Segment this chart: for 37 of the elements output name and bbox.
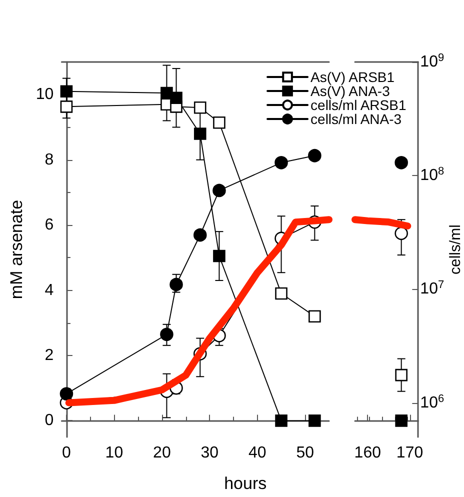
point bbox=[170, 278, 183, 292]
point bbox=[213, 250, 226, 262]
x-tick-label: 20 bbox=[153, 444, 171, 462]
point bbox=[60, 100, 73, 113]
x-tick-label: 10 bbox=[105, 444, 124, 462]
legend-label: As(V) ARSB1 bbox=[310, 69, 395, 85]
point bbox=[213, 116, 226, 129]
legend-label: cells/ml ANA-3 bbox=[310, 111, 402, 127]
x-tick-label: 160 bbox=[354, 444, 382, 462]
point bbox=[308, 148, 322, 162]
point bbox=[170, 92, 182, 104]
y-tick-label: 10 bbox=[36, 86, 54, 104]
y-tick-label: 8 bbox=[44, 151, 54, 168]
point bbox=[160, 328, 174, 342]
point bbox=[193, 228, 207, 242]
point bbox=[60, 387, 74, 400]
y-tick-label: 4 bbox=[44, 282, 54, 299]
point bbox=[194, 128, 206, 140]
point bbox=[212, 184, 226, 198]
point bbox=[275, 287, 288, 300]
point bbox=[274, 156, 288, 170]
y-axis-title: mM arsenate bbox=[7, 200, 26, 300]
x-tick-label: 30 bbox=[200, 444, 219, 462]
point bbox=[60, 85, 73, 98]
y-tick-label: 0 bbox=[44, 412, 54, 430]
x-tick-label: 170 bbox=[396, 444, 424, 462]
x-tick-label: 40 bbox=[248, 444, 266, 462]
y2-axis-title: cells/ml bbox=[447, 224, 464, 275]
x-tick-label: 0 bbox=[62, 444, 72, 462]
x-tick-label: 50 bbox=[296, 444, 314, 462]
y-tick-label: 6 bbox=[44, 216, 54, 234]
point bbox=[308, 310, 321, 322]
x-axis-title: hours bbox=[224, 474, 267, 493]
point bbox=[308, 414, 321, 427]
point bbox=[194, 102, 206, 114]
point bbox=[275, 414, 288, 427]
y-tick-label: 2 bbox=[44, 346, 54, 364]
